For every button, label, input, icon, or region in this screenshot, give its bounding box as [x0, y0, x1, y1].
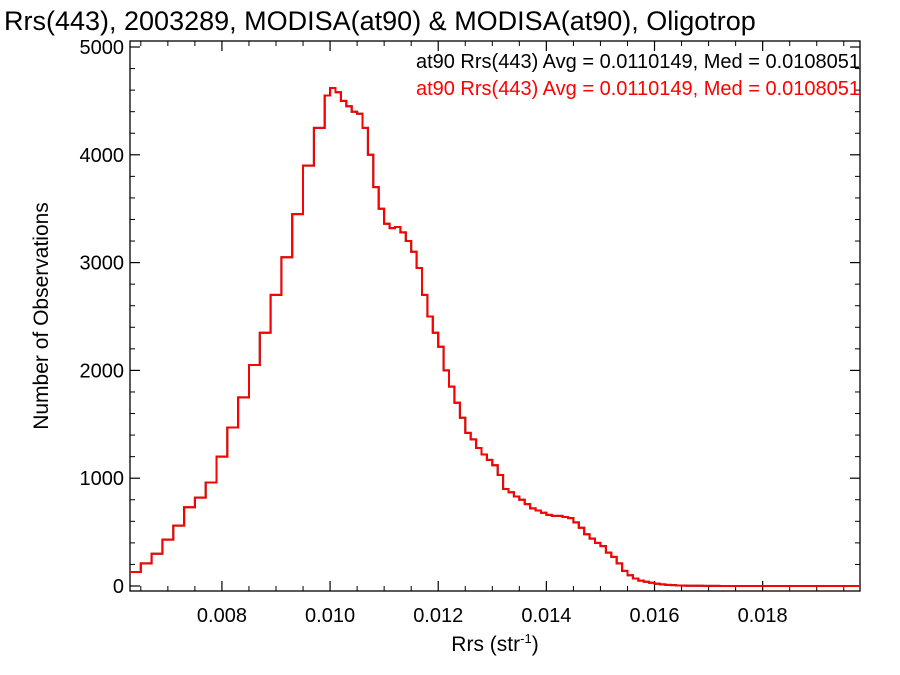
x-tick-label: 0.018 — [738, 605, 788, 627]
y-tick-label: 1000 — [80, 468, 125, 490]
x-axis-ticks: 0.008 0.010 0.012 0.014 0.016 0.018 — [140, 41, 845, 627]
x-tick-label: 0.012 — [413, 605, 463, 627]
plot-frame — [129, 40, 861, 592]
x-tick-label: 0.014 — [521, 605, 571, 627]
x-tick-label: 0.016 — [629, 605, 679, 627]
x-axis-title-main: Rrs (str — [451, 633, 520, 656]
x-axis-title: Rrs (str-1) — [451, 631, 538, 656]
series-black-line — [130, 87, 860, 587]
x-tick-label: 0.010 — [305, 605, 355, 627]
y-axis-title: Number of Observations — [30, 202, 53, 430]
y-tick-label: 0 — [113, 576, 124, 598]
series-red-line — [130, 87, 860, 587]
y-tick-label: 2000 — [80, 360, 125, 382]
legend-entry-red: at90 Rrs(443) Avg = 0.0110149, Med = 0.0… — [416, 78, 860, 100]
y-tick-label: 3000 — [80, 253, 125, 275]
x-axis-title-end: ) — [532, 633, 539, 656]
x-axis-title-superscript: -1 — [520, 631, 532, 646]
y-tick-label: 5000 — [80, 37, 125, 59]
legend-entry-black: at90 Rrs(443) Avg = 0.0110149, Med = 0.0… — [416, 51, 860, 73]
x-tick-label: 0.008 — [197, 605, 247, 627]
chart-title: Rrs(443), 2003289, MODISA(at90) & MODISA… — [4, 6, 756, 36]
y-axis-ticks: 0 1000 2000 3000 4000 5000 — [80, 37, 860, 598]
y-tick-label: 4000 — [80, 145, 125, 167]
